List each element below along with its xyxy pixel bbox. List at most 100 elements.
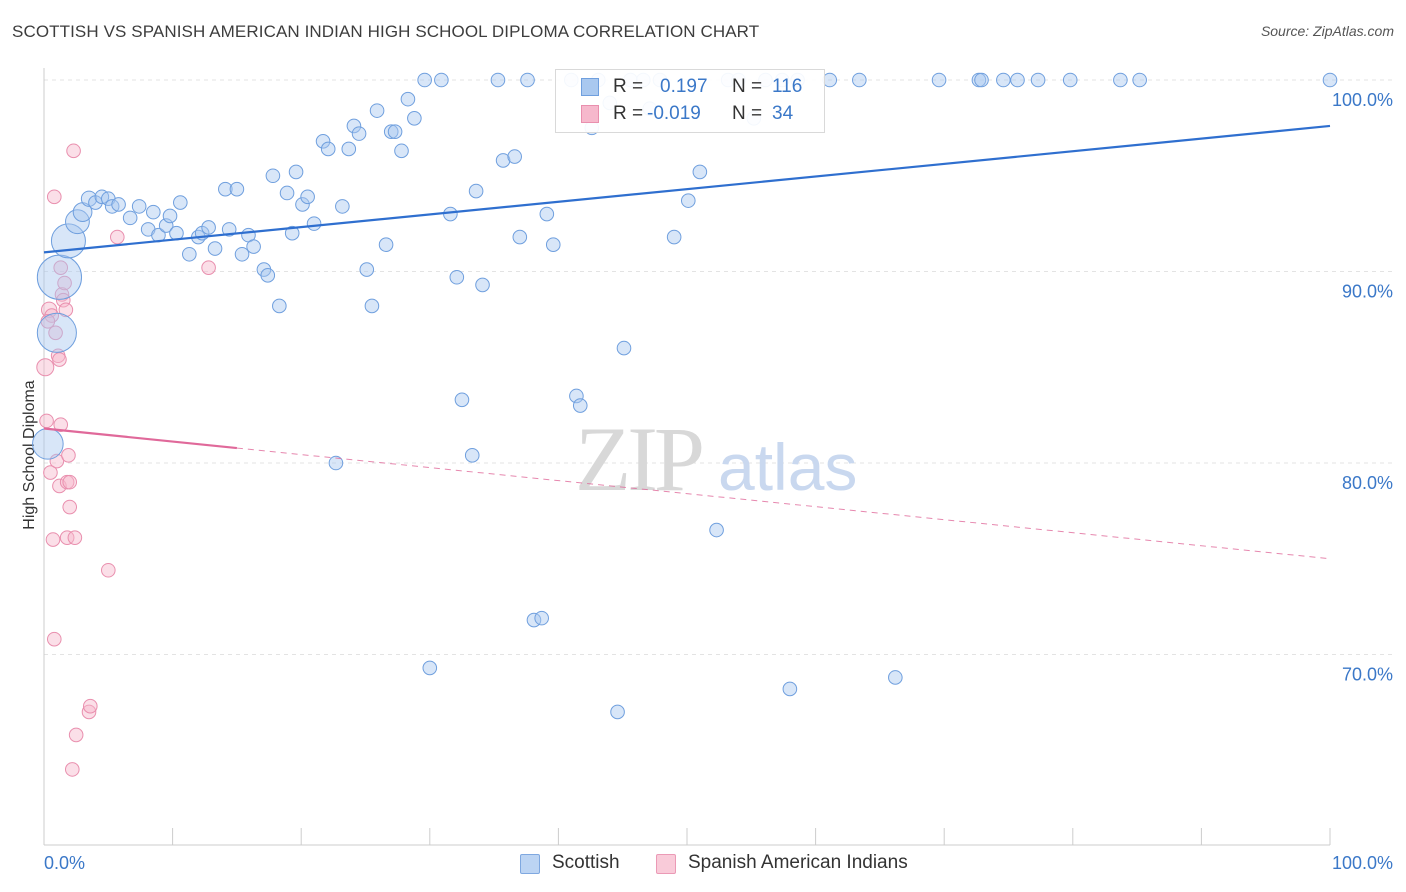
scottish-point: [346, 118, 362, 134]
spanish-point: [110, 229, 125, 245]
scottish-point: [378, 237, 394, 252]
scottish-point: [454, 392, 470, 408]
spanish-legend-label: Spanish American Indians: [688, 852, 908, 873]
spanish-point: [45, 532, 61, 547]
legend-row-spanish: R = -0.019 N = 34: [556, 101, 824, 127]
spanish-point: [62, 474, 78, 490]
scottish-point: [434, 72, 449, 88]
spanish-point: [67, 530, 83, 545]
r-label: R =: [613, 103, 644, 124]
scottish-legend-label: Scottish: [552, 852, 620, 873]
scottish-point: [218, 181, 233, 197]
axes: [43, 68, 1331, 846]
scottish-point: [320, 141, 336, 157]
scottish-point: [131, 199, 147, 214]
spanish-point: [48, 325, 63, 341]
spanish-american-indians-points: [36, 143, 216, 777]
scottish-point: [162, 208, 178, 224]
scottish-point: [931, 72, 947, 88]
scottish-point: [464, 448, 480, 463]
scottish-point: [394, 143, 409, 159]
scottish-point: [65, 209, 90, 235]
watermark-atlas: atlas: [718, 430, 857, 504]
scottish-point: [1062, 72, 1078, 88]
scottish-point: [616, 340, 632, 356]
scottish-point: [122, 210, 138, 226]
scottish-point: [974, 72, 989, 88]
scottish-point: [383, 124, 399, 140]
scottish-point: [495, 153, 511, 168]
scottish-point: [300, 189, 315, 205]
scottish-point: [666, 229, 682, 245]
scottish-point: [229, 181, 245, 197]
scottish-point: [146, 204, 161, 220]
spanish-point: [66, 143, 81, 159]
scottish-point: [364, 298, 380, 314]
n-value: 116: [772, 76, 803, 97]
scottish-point: [387, 124, 403, 140]
spanish-point: [59, 530, 75, 545]
n-label: N =: [732, 103, 763, 124]
scottish-point: [279, 185, 295, 201]
spanish-trend-line-solid: [43, 427, 238, 450]
scottish-point: [288, 164, 304, 180]
scottish-point: [996, 72, 1011, 88]
scottish-point: [610, 704, 625, 720]
scottish-point: [1132, 72, 1147, 88]
scottish-point: [417, 72, 432, 88]
spanish-point: [82, 698, 98, 714]
scottish-point: [572, 398, 588, 413]
scottish-point: [443, 206, 458, 222]
x-tick-labels: 0.0% 100.0%: [44, 853, 1393, 873]
y-tick-label: 70.0%: [1342, 665, 1393, 685]
scottish-swatch: [581, 78, 599, 96]
legend-row-scottish: R = 0.197 N = 116: [556, 74, 824, 100]
scottish-point: [545, 237, 561, 252]
spanish-point: [52, 352, 67, 367]
spanish-point: [55, 292, 71, 308]
r-label: R =: [613, 76, 644, 97]
scottish-point: [852, 72, 867, 88]
spanish-point: [62, 499, 78, 515]
scottish-point: [234, 246, 250, 262]
scottish-point: [265, 168, 281, 184]
source-label: Source: ZipAtlas.com: [1260, 23, 1394, 39]
scottish-point: [36, 254, 83, 300]
spanish-legend-swatch: [656, 854, 676, 874]
scottish-point: [692, 164, 708, 180]
spanish-point: [201, 260, 216, 275]
scottish-trend-line: [43, 124, 1331, 254]
n-label: N =: [732, 76, 763, 97]
spanish-point: [61, 448, 76, 463]
scottish-point: [407, 111, 422, 126]
scottish-point: [328, 455, 344, 471]
scottish-point: [173, 195, 188, 210]
scottish-point: [341, 141, 357, 157]
scottish-point: [272, 298, 287, 314]
scottish-point: [1113, 72, 1128, 88]
scottish-point: [111, 197, 126, 212]
scottish-point: [680, 193, 696, 208]
spanish-point: [43, 465, 58, 480]
scottish-point: [475, 277, 490, 293]
spanish-point: [81, 704, 97, 720]
scottish-point: [512, 229, 528, 245]
scottish-legend-swatch: [520, 854, 540, 874]
chart-title: SCOTTISH VS SPANISH AMERICAN INDIAN HIGH…: [12, 22, 760, 41]
scottish-point: [534, 610, 549, 626]
scottish-points: [32, 72, 1338, 720]
spanish-point: [36, 358, 55, 377]
spanish-point: [39, 413, 54, 429]
trend-lines: [43, 124, 1331, 560]
scottish-point: [315, 133, 331, 149]
scottish-point: [335, 199, 350, 214]
y-tick-label: 80.0%: [1342, 473, 1393, 493]
scottish-point: [449, 269, 465, 285]
y-tick-labels: 70.0% 80.0% 90.0% 100.0%: [1332, 90, 1393, 685]
scottish-point: [1030, 72, 1046, 88]
scottish-point: [569, 388, 584, 404]
scottish-point: [782, 681, 798, 697]
scottish-point: [158, 218, 174, 233]
scottish-point: [422, 660, 438, 676]
spanish-point: [46, 631, 62, 647]
